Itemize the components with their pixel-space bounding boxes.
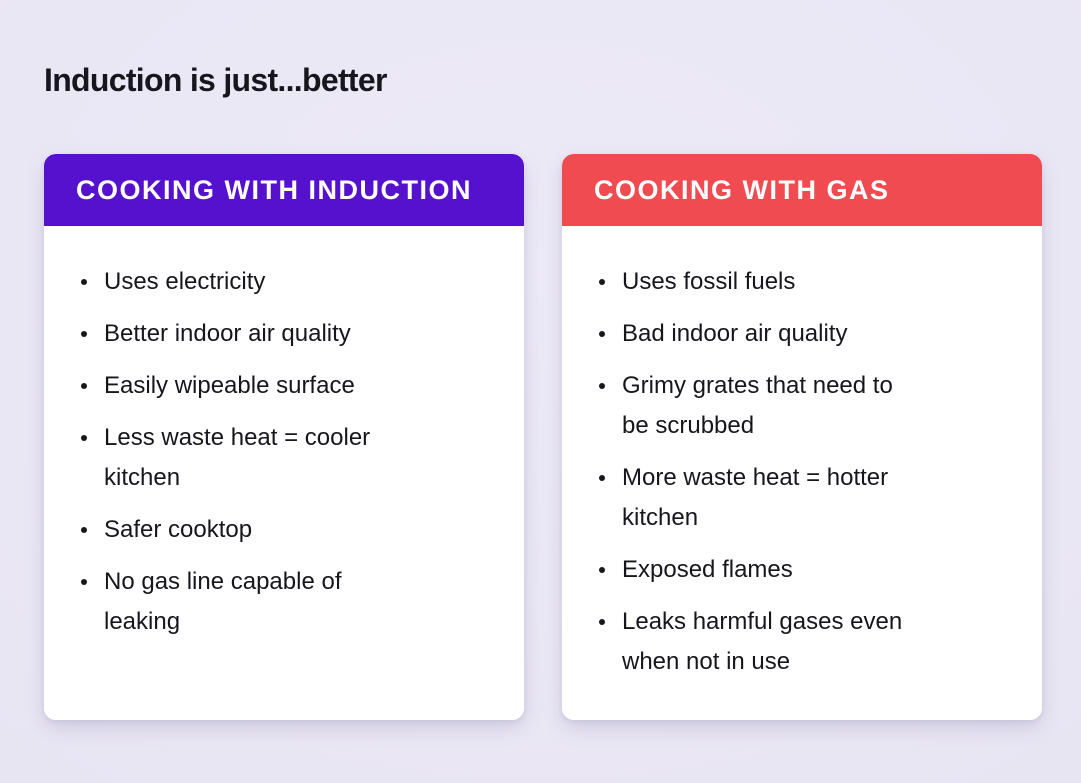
list-item: Safer cooktop: [80, 510, 494, 550]
bullet-icon: [81, 579, 87, 585]
list-item: Bad indoor air quality: [598, 314, 1012, 354]
bullet-icon: [599, 383, 605, 389]
list-item-text: More waste heat = hotter kitchen: [622, 464, 889, 531]
bullet-icon: [81, 435, 87, 441]
list-item: Leaks harmful gases even when not in use: [598, 602, 1012, 682]
list-item: Grimy grates that need to be scrubbed: [598, 366, 1012, 446]
list-item-text: Exposed flames: [622, 556, 793, 583]
card-gas-body: Uses fossil fuels Bad indoor air quality…: [562, 226, 1042, 720]
induction-bullet-list: Uses electricity Better indoor air quali…: [44, 226, 524, 642]
page-title: Induction is just...better: [44, 62, 387, 98]
bullet-icon: [599, 567, 605, 573]
card-gas-header: COOKING WITH GAS: [562, 154, 1042, 226]
list-item: Uses electricity: [80, 262, 494, 302]
card-gas-title: COOKING WITH GAS: [594, 174, 890, 205]
list-item-text: Grimy grates that need to be scrubbed: [622, 372, 893, 439]
gas-bullet-list: Uses fossil fuels Bad indoor air quality…: [562, 226, 1042, 682]
card-gas: COOKING WITH GAS Uses fossil fuels Bad i…: [562, 154, 1042, 720]
list-item: Uses fossil fuels: [598, 262, 1012, 302]
list-item-text: Uses electricity: [104, 268, 266, 295]
bullet-icon: [81, 383, 87, 389]
card-induction-title: COOKING WITH INDUCTION: [76, 174, 472, 205]
list-item-text: Bad indoor air quality: [622, 320, 848, 347]
bullet-icon: [599, 331, 605, 337]
list-item-text: Leaks harmful gases even when not in use: [622, 608, 903, 675]
card-induction-header: COOKING WITH INDUCTION: [44, 154, 524, 226]
list-item: Less waste heat = cooler kitchen: [80, 418, 494, 498]
bullet-icon: [599, 475, 605, 481]
bullet-icon: [81, 527, 87, 533]
list-item: No gas line capable of leaking: [80, 562, 494, 642]
list-item: More waste heat = hotter kitchen: [598, 458, 1012, 538]
bullet-icon: [81, 331, 87, 337]
list-item: Exposed flames: [598, 550, 1012, 590]
card-induction-body: Uses electricity Better indoor air quali…: [44, 226, 524, 720]
bullet-icon: [599, 279, 605, 285]
bullet-icon: [599, 619, 605, 625]
list-item-text: Easily wipeable surface: [104, 372, 355, 399]
list-item: Better indoor air quality: [80, 314, 494, 354]
list-item-text: No gas line capable of leaking: [104, 568, 342, 635]
list-item: Easily wipeable surface: [80, 366, 494, 406]
card-induction: COOKING WITH INDUCTION Uses electricity …: [44, 154, 524, 720]
bullet-icon: [81, 279, 87, 285]
list-item-text: Better indoor air quality: [104, 320, 351, 347]
list-item-text: Uses fossil fuels: [622, 268, 796, 295]
comparison-cards: COOKING WITH INDUCTION Uses electricity …: [44, 154, 1042, 720]
list-item-text: Safer cooktop: [104, 516, 253, 543]
list-item-text: Less waste heat = cooler kitchen: [104, 424, 371, 491]
